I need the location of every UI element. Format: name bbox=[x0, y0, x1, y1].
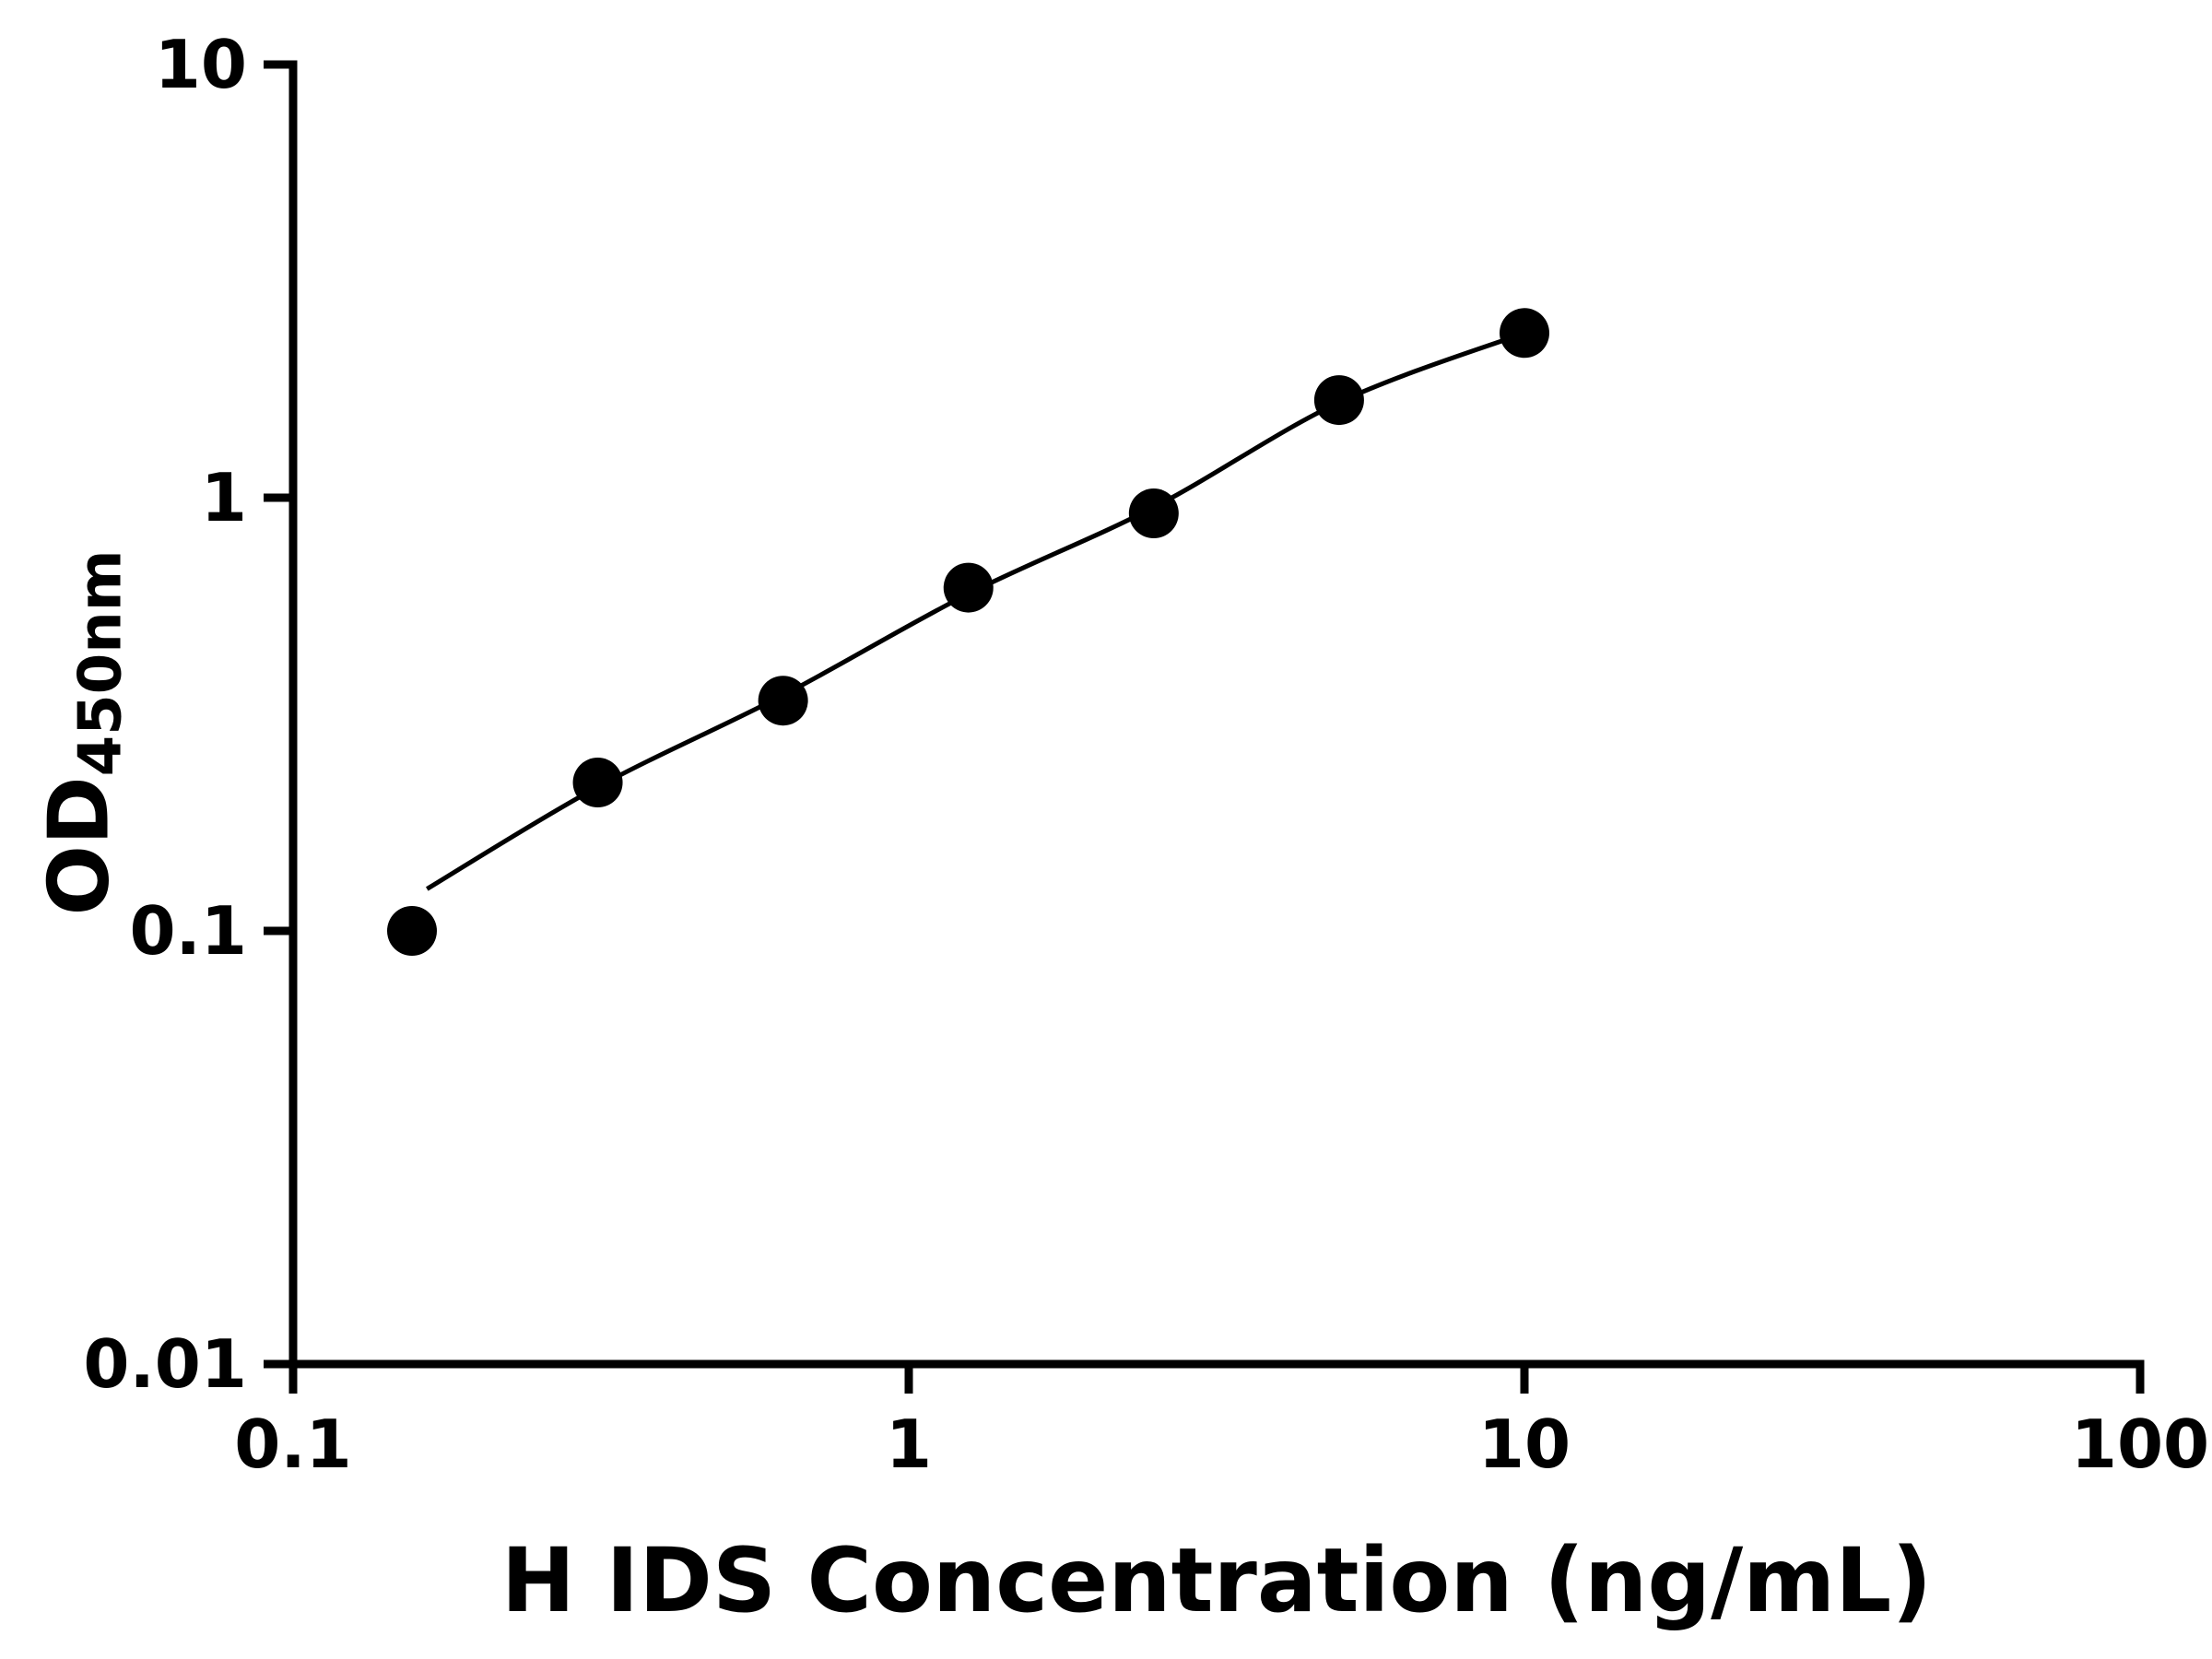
data-point bbox=[572, 758, 623, 808]
y-tick-label: 10 bbox=[155, 26, 247, 103]
axes-lines bbox=[288, 60, 2145, 1369]
x-tick-label: 10 bbox=[1478, 1406, 1571, 1483]
y-axis-title-main: OD bbox=[30, 776, 128, 916]
data-point bbox=[1313, 375, 1364, 426]
x-tick-label: 1 bbox=[886, 1406, 932, 1483]
data-point bbox=[1500, 308, 1549, 359]
x-axis-title: H IDS Concentration (ng/mL) bbox=[500, 1529, 1933, 1632]
y-tick-label: 0.01 bbox=[83, 1325, 247, 1403]
data-point bbox=[1128, 488, 1179, 539]
data-point bbox=[387, 906, 438, 956]
x-tick-label: 100 bbox=[2071, 1406, 2209, 1483]
data-point bbox=[943, 562, 994, 613]
x-tick-label: 0.1 bbox=[234, 1406, 352, 1483]
y-axis-title: OD450nm bbox=[31, 549, 135, 915]
y-tick-label: 1 bbox=[201, 459, 247, 536]
y-tick-label: 0.1 bbox=[129, 892, 247, 970]
data-point bbox=[758, 676, 808, 726]
y-axis-title-subscript: 450nm bbox=[66, 549, 135, 777]
